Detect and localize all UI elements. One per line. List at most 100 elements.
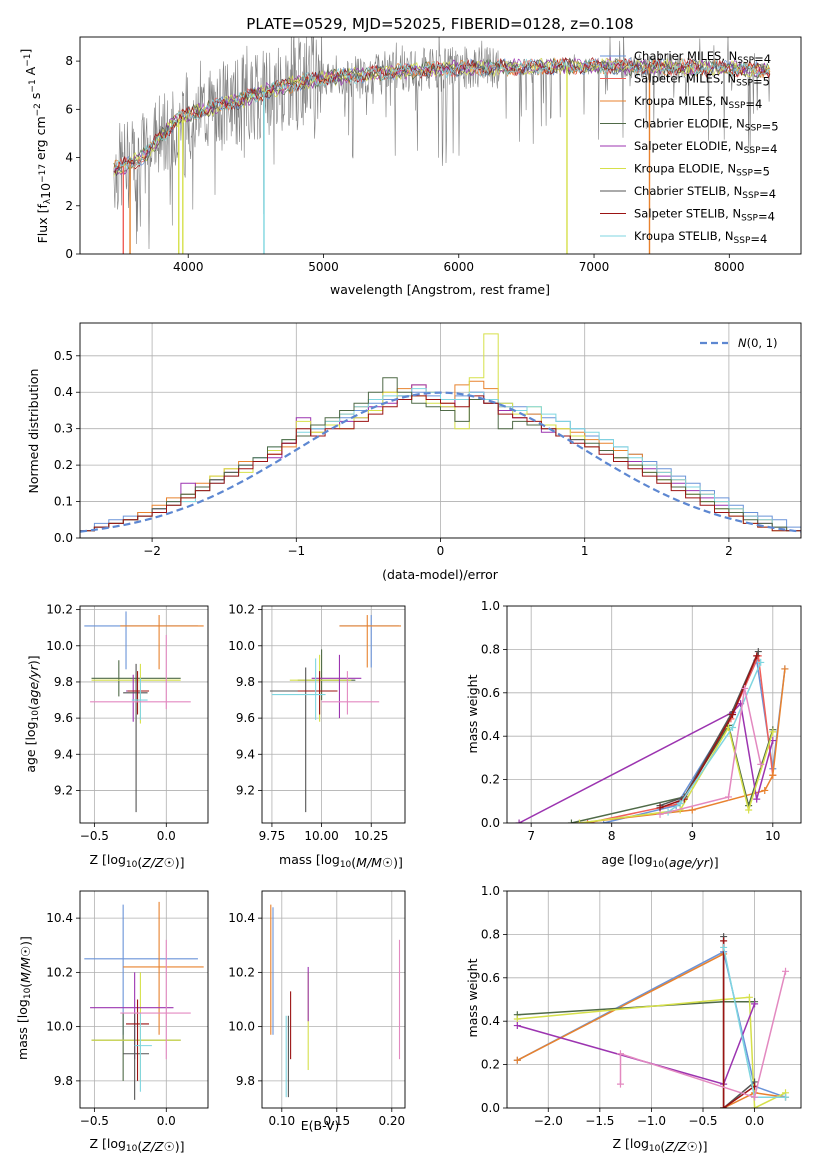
x-tick-label: 1 bbox=[581, 544, 589, 558]
weight-series-1 bbox=[516, 952, 786, 1108]
plot-area bbox=[80, 891, 208, 1108]
y-tick-label: 0.2 bbox=[54, 458, 73, 472]
y-tick-label: 9.6 bbox=[236, 711, 255, 725]
x-tick-label: 9 bbox=[688, 829, 696, 843]
x-tick-label: −0.5 bbox=[80, 829, 109, 843]
y-tick-label: 9.8 bbox=[54, 675, 73, 689]
y-tick-label: 0.6 bbox=[481, 971, 500, 985]
y-tick-label: 8 bbox=[65, 54, 73, 68]
weight-point bbox=[729, 724, 737, 732]
weight-point bbox=[656, 810, 664, 818]
weight-point bbox=[751, 1104, 759, 1108]
y-tick-label: 10.4 bbox=[228, 911, 255, 925]
weight-point bbox=[725, 793, 733, 801]
x-tick-label: −2.0 bbox=[534, 1114, 563, 1128]
y-tick-label: 0.6 bbox=[481, 686, 500, 700]
histogram-ylabel: Normed distribution bbox=[26, 369, 41, 494]
x-tick-label: 8000 bbox=[714, 260, 745, 274]
residual-histogram-panel: (data-model)/error Normed distribution −… bbox=[26, 322, 802, 582]
weight-point bbox=[656, 804, 664, 812]
y-tick-label: 0.4 bbox=[481, 1014, 500, 1028]
model-spectrum-8 bbox=[113, 58, 770, 171]
y-tick-label: 9.6 bbox=[54, 711, 73, 725]
weight-age-xlabel: age [log10(age/yr)] bbox=[601, 852, 718, 870]
y-tick-label: 9.4 bbox=[54, 747, 73, 761]
weight-point bbox=[753, 795, 761, 803]
weight-point bbox=[782, 1093, 790, 1101]
x-tick-label: 0.10 bbox=[268, 1114, 295, 1128]
weight-point bbox=[513, 1056, 521, 1064]
age-vs-metallicity-panel: Z [log10(Z/Z☉)] age [log10(age/yr)] −0.5… bbox=[23, 603, 209, 870]
weight-point bbox=[676, 799, 684, 807]
y-tick-label: 9.8 bbox=[236, 675, 255, 689]
axes-frame bbox=[79, 890, 209, 1109]
x-tick-label: 0 bbox=[437, 544, 445, 558]
mass-metallicity-ylabel: mass [log10(M/M☉)] bbox=[15, 936, 33, 1060]
y-tick-label: 0.4 bbox=[54, 385, 73, 399]
axes-frame bbox=[506, 605, 802, 824]
x-tick-label: −0.5 bbox=[688, 1114, 717, 1128]
y-tick-label: 10.2 bbox=[46, 965, 73, 979]
y-tick-label: 10.4 bbox=[46, 911, 73, 925]
weight-point bbox=[515, 819, 523, 823]
mass-metallicity-xlabel: Z [log10(Z/Z☉)] bbox=[89, 1136, 184, 1154]
legend-entry: N(0, 1) bbox=[738, 336, 778, 350]
age-vs-mass-panel: mass [log10(M/M☉)] 9.75 10.00 10.25 9.2 9.4 9… bbox=[228, 603, 406, 870]
y-tick-label: 9.4 bbox=[236, 747, 255, 761]
weight-series-8 bbox=[619, 971, 787, 1099]
axes-frame bbox=[261, 605, 406, 824]
x-tick-label: 4000 bbox=[173, 260, 204, 274]
x-tick-label: 10 bbox=[765, 829, 780, 843]
weight-point bbox=[745, 993, 753, 1001]
x-tick-label: 0.0 bbox=[157, 829, 176, 843]
weight-metallicity-ylabel: mass weight bbox=[465, 958, 480, 1037]
x-tick-label: 9.75 bbox=[259, 829, 286, 843]
legend-entry: Salpeter ELODIE, NSSP=4 bbox=[634, 139, 777, 156]
y-tick-label: 1.0 bbox=[481, 884, 500, 898]
mass-vs-extinction-panel: E(B-V) 0.10 0.15 0.20 9.8 10.0 10.2 10.4 bbox=[228, 890, 406, 1133]
y-tick-label: 10.0 bbox=[46, 639, 73, 653]
weight-point bbox=[781, 665, 789, 673]
y-tick-label: 1.0 bbox=[481, 599, 500, 613]
mass-vs-metallicity-panel: Z [log10(Z/Z☉)] mass [log10(M/M☉)] −0.5 0… bbox=[15, 890, 209, 1154]
weight-point bbox=[741, 684, 749, 692]
weight-point bbox=[745, 806, 753, 814]
y-tick-label: 0.4 bbox=[481, 729, 500, 743]
plot-area bbox=[507, 606, 801, 823]
y-tick-label: 9.8 bbox=[54, 1074, 73, 1088]
y-tick-label: 10.2 bbox=[228, 603, 255, 617]
histogram-xlabel: (data-model)/error bbox=[382, 567, 499, 582]
weight-point bbox=[720, 943, 728, 951]
x-tick-label: −2 bbox=[143, 544, 161, 558]
weight-point bbox=[782, 967, 790, 975]
weight-age-ylabel: mass weight bbox=[465, 674, 480, 753]
mass-weight-vs-age-panel: age [log10(age/yr)] mass weight 7 8 9 10 0.0… bbox=[465, 599, 802, 870]
y-tick-label: 0.2 bbox=[481, 773, 500, 787]
weight-point bbox=[761, 786, 769, 794]
legend-entry: Chabrier ELODIE, NSSP=5 bbox=[634, 117, 779, 134]
y-tick-label: 0 bbox=[65, 247, 73, 261]
normal-curve bbox=[80, 391, 801, 533]
axes-frame bbox=[261, 890, 406, 1109]
y-tick-label: 0.2 bbox=[481, 1058, 500, 1072]
x-tick-label: 0.0 bbox=[745, 1114, 764, 1128]
weight-point bbox=[754, 648, 762, 656]
y-tick-label: 10.0 bbox=[46, 1020, 73, 1034]
x-tick-label: 0.0 bbox=[157, 1114, 176, 1128]
histogram-series-6 bbox=[80, 395, 801, 538]
y-tick-label: 9.2 bbox=[54, 783, 73, 797]
x-tick-label: 0.15 bbox=[323, 1114, 350, 1128]
weight-point bbox=[616, 1080, 624, 1088]
weight-point bbox=[575, 819, 583, 823]
plot-area bbox=[80, 323, 801, 538]
model-spectrum-7 bbox=[113, 56, 771, 174]
y-tick-label: 0.8 bbox=[481, 642, 500, 656]
legend-entry: Kroupa MILES, NSSP=4 bbox=[634, 94, 762, 111]
x-tick-label: −1.5 bbox=[585, 1114, 614, 1128]
y-tick-label: 0.8 bbox=[481, 927, 500, 941]
weight-point bbox=[751, 1000, 759, 1008]
weight-point bbox=[757, 760, 765, 768]
legend-entry: Chabrier STELIB, NSSP=4 bbox=[634, 184, 776, 201]
y-tick-label: 0.5 bbox=[54, 349, 73, 363]
